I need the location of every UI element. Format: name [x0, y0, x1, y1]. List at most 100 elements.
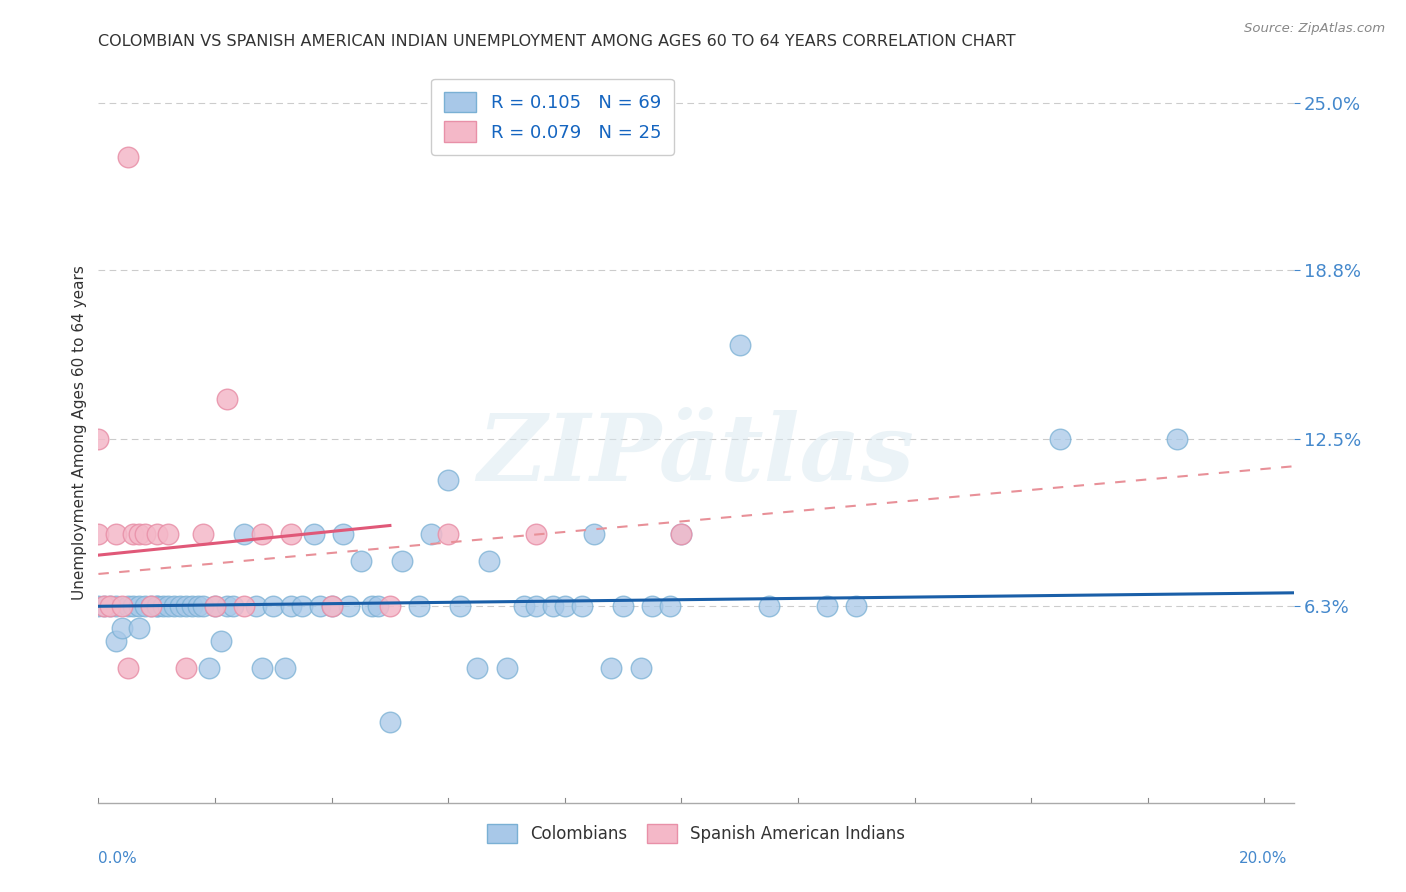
Point: [671, 526, 693, 541]
Point: [524, 526, 547, 541]
Point: [152, 599, 174, 614]
Point: [87, 526, 110, 541]
Point: [104, 634, 127, 648]
Point: [193, 526, 215, 541]
Point: [408, 599, 430, 614]
Text: Source: ZipAtlas.com: Source: ZipAtlas.com: [1244, 22, 1385, 36]
Point: [174, 661, 197, 675]
Point: [367, 599, 389, 614]
Point: [378, 714, 401, 729]
Point: [193, 599, 215, 614]
Point: [612, 599, 634, 614]
Point: [291, 599, 314, 614]
Point: [280, 526, 302, 541]
Point: [104, 599, 127, 614]
Point: [658, 599, 681, 614]
Point: [671, 526, 693, 541]
Point: [209, 634, 232, 648]
Point: [250, 661, 273, 675]
Point: [111, 599, 134, 614]
Point: [541, 599, 564, 614]
Point: [93, 599, 115, 614]
Point: [204, 599, 226, 614]
Point: [128, 621, 150, 635]
Point: [163, 599, 186, 614]
Point: [134, 599, 156, 614]
Point: [117, 599, 139, 614]
Point: [221, 599, 243, 614]
Point: [845, 599, 868, 614]
Point: [337, 599, 360, 614]
Point: [495, 661, 517, 675]
Point: [582, 526, 605, 541]
Point: [262, 599, 284, 614]
Point: [641, 599, 664, 614]
Point: [145, 599, 167, 614]
Point: [98, 599, 121, 614]
Point: [215, 599, 238, 614]
Point: [350, 553, 373, 567]
Point: [87, 433, 110, 447]
Point: [600, 661, 623, 675]
Text: ZIPätlas: ZIPätlas: [478, 409, 914, 500]
Point: [758, 599, 780, 614]
Point: [437, 526, 460, 541]
Point: [198, 661, 221, 675]
Point: [378, 599, 401, 614]
Point: [128, 526, 150, 541]
Point: [630, 661, 652, 675]
Point: [250, 526, 273, 541]
Point: [437, 473, 460, 487]
Point: [139, 599, 162, 614]
Point: [215, 392, 238, 406]
Point: [204, 599, 226, 614]
Point: [478, 553, 501, 567]
Point: [554, 599, 576, 614]
Legend: Colombians, Spanish American Indians: Colombians, Spanish American Indians: [479, 817, 912, 850]
Point: [174, 599, 197, 614]
Point: [1166, 433, 1188, 447]
Point: [104, 526, 127, 541]
Point: [157, 526, 180, 541]
Point: [139, 599, 162, 614]
Point: [98, 599, 121, 614]
Point: [145, 599, 167, 614]
Point: [274, 661, 297, 675]
Point: [233, 526, 256, 541]
Point: [449, 599, 471, 614]
Text: 20.0%: 20.0%: [1239, 851, 1288, 866]
Point: [134, 526, 156, 541]
Point: [728, 338, 751, 352]
Point: [467, 661, 489, 675]
Point: [111, 621, 134, 635]
Point: [245, 599, 267, 614]
Point: [419, 526, 441, 541]
Point: [233, 599, 256, 614]
Point: [87, 599, 110, 614]
Point: [361, 599, 384, 614]
Point: [180, 599, 202, 614]
Point: [117, 150, 139, 164]
Y-axis label: Unemployment Among Ages 60 to 64 years: Unemployment Among Ages 60 to 64 years: [72, 265, 87, 600]
Point: [1049, 433, 1071, 447]
Point: [815, 599, 838, 614]
Point: [280, 599, 302, 614]
Point: [302, 526, 325, 541]
Point: [128, 599, 150, 614]
Point: [186, 599, 208, 614]
Point: [157, 599, 180, 614]
Point: [93, 599, 115, 614]
Point: [524, 599, 547, 614]
Point: [513, 599, 536, 614]
Point: [332, 526, 354, 541]
Text: 0.0%: 0.0%: [98, 851, 138, 866]
Point: [391, 553, 413, 567]
Point: [169, 599, 191, 614]
Point: [309, 599, 332, 614]
Text: COLOMBIAN VS SPANISH AMERICAN INDIAN UNEMPLOYMENT AMONG AGES 60 TO 64 YEARS CORR: COLOMBIAN VS SPANISH AMERICAN INDIAN UNE…: [98, 34, 1017, 49]
Point: [321, 599, 343, 614]
Point: [321, 599, 343, 614]
Point: [117, 661, 139, 675]
Point: [571, 599, 593, 614]
Point: [145, 526, 167, 541]
